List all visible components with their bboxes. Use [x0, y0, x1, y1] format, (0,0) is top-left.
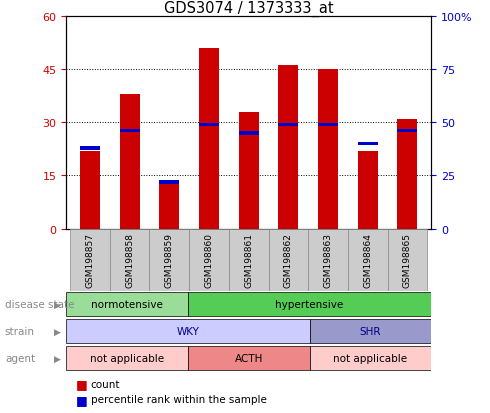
FancyBboxPatch shape	[188, 292, 431, 317]
Text: GSM198860: GSM198860	[204, 232, 214, 287]
Text: GSM198862: GSM198862	[284, 232, 293, 287]
Bar	[80, 147, 100, 150]
Text: ■: ■	[76, 377, 88, 391]
Bar	[159, 183, 179, 229]
Text: SHR: SHR	[360, 326, 381, 337]
Text: hypertensive: hypertensive	[275, 299, 343, 310]
FancyBboxPatch shape	[70, 229, 110, 291]
FancyBboxPatch shape	[308, 229, 348, 291]
Bar	[159, 180, 179, 184]
Text: ▶: ▶	[54, 354, 61, 363]
Text: percentile rank within the sample: percentile rank within the sample	[91, 394, 267, 404]
Text: normotensive: normotensive	[91, 299, 163, 310]
Text: ▶: ▶	[54, 327, 61, 336]
Text: GSM198857: GSM198857	[85, 232, 95, 287]
Text: ▶: ▶	[54, 300, 61, 309]
FancyBboxPatch shape	[66, 292, 188, 317]
Text: agent: agent	[5, 353, 35, 363]
Text: count: count	[91, 379, 120, 389]
FancyBboxPatch shape	[269, 229, 308, 291]
FancyBboxPatch shape	[110, 229, 149, 291]
Bar	[80, 151, 100, 229]
Bar	[358, 151, 378, 229]
Bar	[278, 123, 298, 127]
Text: strain: strain	[5, 326, 35, 337]
FancyBboxPatch shape	[149, 229, 189, 291]
Bar	[199, 48, 219, 229]
Title: GDS3074 / 1373333_at: GDS3074 / 1373333_at	[164, 0, 334, 17]
Bar	[199, 123, 219, 127]
Text: WKY: WKY	[176, 326, 199, 337]
Text: GSM198864: GSM198864	[363, 232, 372, 287]
Bar	[318, 70, 338, 229]
FancyBboxPatch shape	[310, 319, 431, 344]
FancyBboxPatch shape	[66, 346, 188, 370]
FancyBboxPatch shape	[66, 319, 310, 344]
FancyBboxPatch shape	[310, 346, 431, 370]
Bar	[239, 112, 259, 229]
FancyBboxPatch shape	[348, 229, 388, 291]
Text: GSM198865: GSM198865	[403, 232, 412, 287]
Text: GSM198863: GSM198863	[323, 232, 333, 287]
Text: not applicable: not applicable	[90, 353, 164, 363]
Bar	[239, 132, 259, 135]
Bar	[120, 130, 140, 133]
FancyBboxPatch shape	[189, 229, 229, 291]
Bar	[397, 119, 417, 229]
Bar	[278, 66, 298, 229]
Text: ACTH: ACTH	[235, 353, 263, 363]
Text: GSM198858: GSM198858	[125, 232, 134, 287]
Text: disease state: disease state	[5, 299, 74, 310]
FancyBboxPatch shape	[188, 346, 310, 370]
Bar	[397, 130, 417, 133]
Text: GSM198861: GSM198861	[244, 232, 253, 287]
Bar	[318, 123, 338, 127]
FancyBboxPatch shape	[229, 229, 269, 291]
Bar	[358, 142, 378, 146]
Text: ■: ■	[76, 393, 88, 406]
Text: not applicable: not applicable	[333, 353, 407, 363]
FancyBboxPatch shape	[388, 229, 427, 291]
Bar	[120, 95, 140, 229]
Text: GSM198859: GSM198859	[165, 232, 174, 287]
